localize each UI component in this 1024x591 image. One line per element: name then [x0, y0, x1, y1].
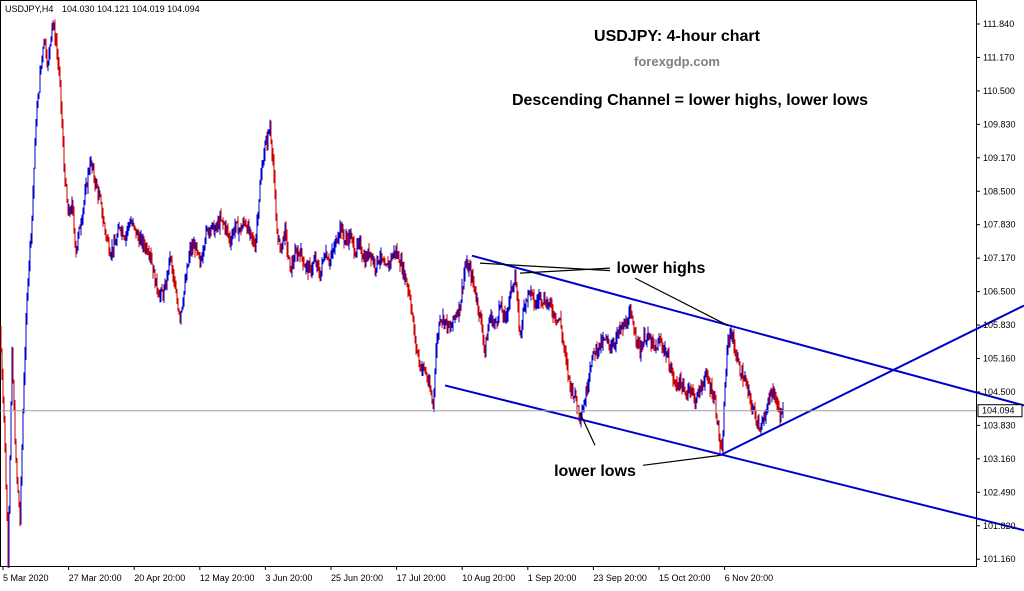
current-price-label: 104.094: [982, 406, 1015, 416]
site-watermark: forexgdp.com: [634, 54, 720, 69]
annotation-lower-lows: lower lows: [554, 463, 636, 480]
y-tick-label: 107.170: [983, 253, 1016, 263]
y-tick-label: 107.830: [983, 220, 1016, 230]
x-tick-label: 25 Jun 20:00: [331, 573, 383, 583]
chart-headline: Descending Channel = lower highs, lower …: [512, 92, 868, 109]
y-tick-label: 108.500: [983, 186, 1016, 196]
annotation-pointer: [634, 277, 729, 327]
y-tick-label: 105.160: [983, 354, 1016, 364]
y-tick-label: 101.820: [983, 521, 1016, 531]
support-trendline: [719, 304, 1024, 457]
y-tick-label: 104.500: [983, 387, 1016, 397]
x-tick-label: 17 Jul 20:00: [397, 573, 446, 583]
y-tick-label: 110.500: [983, 86, 1015, 96]
x-tick-label: 10 Aug 20:00: [462, 573, 515, 583]
y-tick-label: 103.830: [983, 420, 1016, 430]
x-tick-label: 6 Nov 20:00: [725, 573, 774, 583]
y-tick-label: 106.500: [983, 287, 1016, 297]
y-tick-label: 109.170: [983, 153, 1016, 163]
annotation-pointer: [579, 412, 596, 446]
channel-lower-line: [444, 384, 1024, 532]
x-tick-label: 5 Mar 2020: [3, 573, 49, 583]
x-tick-label: 20 Apr 20:00: [134, 573, 185, 583]
annotation-pointer: [642, 454, 721, 466]
y-tick-label: 103.160: [983, 454, 1016, 464]
axis-layer: 111.840 111.170 110.500 109.830 109.170 108.5…: [0, 19, 1023, 583]
symbol-label: USDJPY,H4: [5, 4, 53, 14]
y-tick-label: 109.830: [983, 119, 1016, 129]
x-tick-label: 27 Mar 20:00: [69, 573, 122, 583]
ohlc-values: 104.030 104.121 104.019 104.094: [62, 4, 200, 14]
y-tick-label: 101.160: [983, 554, 1016, 564]
annotation-pointer: [519, 267, 611, 274]
y-tick-label: 111.170: [983, 52, 1014, 62]
plot-frame: [0, 0, 977, 567]
x-tick-label: 1 Sep 20:00: [528, 573, 577, 583]
x-tick-label: 3 Jun 20:00: [265, 573, 312, 583]
chart-title: USDJPY: 4-hour chart: [594, 28, 761, 45]
y-tick-label: 102.490: [983, 487, 1016, 497]
x-tick-label: 15 Oct 20:00: [659, 573, 711, 583]
y-tick-label: 111.840: [983, 19, 1014, 29]
annotation-lower-highs: lower highs: [617, 260, 706, 277]
trendlines-layer: [444, 254, 1024, 532]
candles-layer: [0, 19, 784, 568]
channel-upper-line: [471, 254, 1024, 407]
current-price-tag: [977, 404, 1023, 418]
x-tick-label: 23 Sep 20:00: [593, 573, 647, 583]
x-tick-label: 12 May 20:00: [200, 573, 255, 583]
y-tick-label: 105.830: [983, 320, 1016, 330]
